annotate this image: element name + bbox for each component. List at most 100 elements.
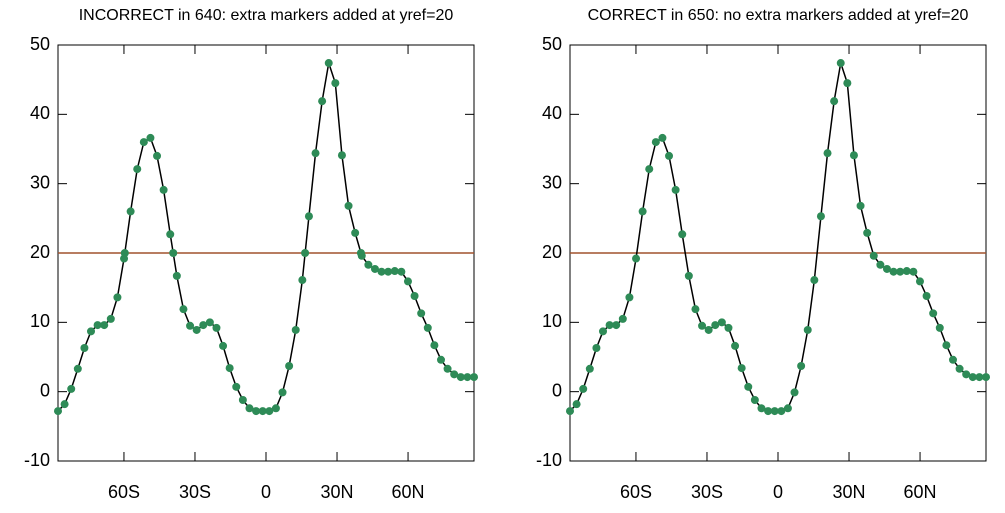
y-tick-label: 0	[552, 380, 562, 400]
y-tick-label: -10	[24, 450, 50, 470]
marker	[100, 321, 109, 330]
marker	[935, 323, 944, 332]
marker	[843, 79, 852, 88]
marker	[265, 407, 274, 416]
marker	[384, 267, 393, 276]
y-tick-label: 20	[542, 242, 562, 262]
marker	[968, 373, 977, 382]
marker	[889, 267, 898, 276]
marker	[403, 277, 412, 286]
marker	[146, 133, 155, 142]
extra-marker	[169, 249, 178, 257]
marker	[764, 407, 773, 416]
x-tick-label: 30S	[179, 482, 211, 502]
y-tick-label: 10	[30, 311, 50, 331]
extra-marker	[301, 249, 310, 257]
marker	[199, 321, 208, 330]
marker	[684, 271, 693, 280]
marker	[777, 407, 786, 416]
marker	[691, 305, 700, 314]
marker	[909, 267, 918, 276]
marker	[87, 327, 96, 336]
marker	[205, 318, 214, 327]
marker	[153, 151, 162, 160]
marker	[258, 407, 267, 416]
marker	[717, 318, 726, 327]
marker	[271, 404, 280, 413]
chart-title: CORRECT in 650: no extra markers added a…	[588, 7, 969, 24]
marker	[73, 364, 82, 373]
marker	[737, 364, 746, 373]
y-tick-label: 40	[542, 103, 562, 123]
x-tick-label: 0	[261, 482, 271, 502]
marker	[671, 185, 680, 194]
marker	[252, 407, 261, 416]
marker	[212, 323, 221, 332]
marker	[291, 325, 300, 334]
marker	[238, 395, 247, 404]
x-tick-label: 0	[773, 482, 783, 502]
marker	[397, 267, 406, 276]
marker	[331, 79, 340, 88]
x-tick-label: 60S	[108, 482, 140, 502]
marker	[651, 138, 660, 147]
y-tick-label: 20	[30, 242, 50, 262]
marker	[470, 373, 478, 382]
marker	[922, 291, 931, 300]
marker	[186, 321, 195, 330]
marker	[318, 97, 327, 106]
marker	[790, 388, 799, 397]
marker	[113, 293, 122, 302]
marker	[232, 382, 241, 391]
marker	[645, 165, 654, 174]
marker	[731, 341, 740, 350]
marker	[278, 388, 287, 397]
marker	[304, 212, 313, 221]
marker	[770, 407, 779, 416]
marker	[618, 314, 627, 323]
y-tick-label: 50	[542, 34, 562, 54]
marker	[612, 321, 621, 330]
marker	[337, 151, 346, 160]
extra-marker	[356, 249, 365, 257]
marker	[638, 207, 647, 216]
marker	[896, 267, 905, 276]
marker	[869, 251, 878, 260]
marker	[902, 267, 911, 276]
marker	[579, 384, 588, 393]
marker	[450, 370, 459, 379]
marker	[390, 267, 399, 276]
marker	[377, 267, 386, 276]
y-tick-label: 30	[30, 172, 50, 192]
marker	[67, 384, 76, 393]
marker	[665, 151, 674, 160]
x-tick-label: 60S	[620, 482, 652, 502]
marker	[159, 185, 168, 194]
y-tick-label: -10	[536, 450, 562, 470]
marker	[750, 395, 759, 404]
marker	[823, 149, 832, 158]
y-tick-label: 10	[542, 311, 562, 331]
x-tick-label: 60N	[392, 482, 425, 502]
marker	[810, 276, 819, 285]
y-tick-label: 0	[40, 380, 50, 400]
marker	[658, 133, 667, 142]
marker	[975, 373, 984, 382]
marker	[856, 201, 865, 210]
y-tick-label: 30	[542, 172, 562, 192]
marker	[783, 404, 792, 413]
marker	[929, 309, 938, 318]
marker	[962, 370, 971, 379]
marker	[436, 355, 445, 364]
marker	[955, 364, 964, 373]
marker	[942, 341, 951, 350]
marker	[836, 59, 845, 68]
marker	[245, 404, 254, 413]
marker	[93, 321, 102, 330]
x-tick-label: 60N	[904, 482, 937, 502]
marker	[711, 321, 720, 330]
marker	[585, 364, 594, 373]
marker	[54, 407, 62, 416]
marker	[139, 138, 148, 147]
